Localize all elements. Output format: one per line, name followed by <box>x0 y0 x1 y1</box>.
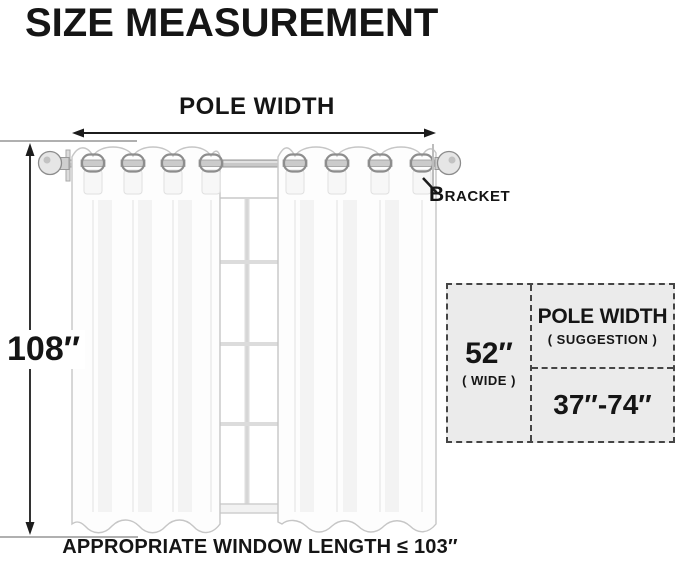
spec-suggestion-caption: ( SUGGESTION ) <box>547 331 658 347</box>
spec-suggestion-cell: POLE WIDTH ( SUGGESTION ) <box>532 285 673 369</box>
spec-width-value: 52″ <box>465 337 513 371</box>
window-length-note: APPROPRIATE WINDOW LENGTH ≤ 103″ <box>62 536 458 558</box>
grommet <box>324 153 350 173</box>
spec-range-value: 37″-74″ <box>553 389 652 420</box>
spec-range-cell: 37″-74″ <box>532 369 673 441</box>
pole-width-label: POLE WIDTH <box>179 93 335 120</box>
page-title: SIZE MEASUREMENT <box>25 1 439 45</box>
grommet <box>120 153 146 173</box>
pole-width-arrow <box>72 128 436 138</box>
bracket-label: Bracket <box>429 183 511 206</box>
grommet <box>367 153 393 173</box>
spec-width-cell: 52″ ( WIDE ) <box>448 285 532 441</box>
right-finial <box>432 144 462 186</box>
grommet <box>282 153 308 173</box>
right-curtain-panel <box>277 146 437 533</box>
bracket-pointer-line <box>422 177 438 194</box>
left-finial <box>37 149 71 182</box>
height-measurement-label: 108″ <box>2 330 86 369</box>
spec-width-caption: ( WIDE ) <box>462 372 516 388</box>
spec-suggestion-title: POLE WIDTH <box>537 305 668 329</box>
left-curtain-panel <box>71 146 221 534</box>
grommet <box>198 153 224 173</box>
spec-box: 52″ ( WIDE ) POLE WIDTH ( SUGGESTION ) 3… <box>446 283 675 443</box>
grommet <box>160 153 186 173</box>
grommet <box>80 153 106 173</box>
